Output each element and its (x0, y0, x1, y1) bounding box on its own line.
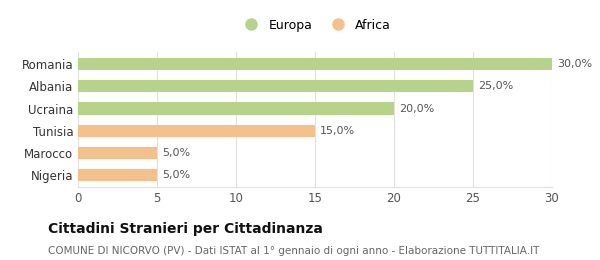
Bar (78, 169, 157, 181)
Text: 25,0%: 25,0% (478, 81, 513, 91)
Bar (78, 147, 157, 159)
Text: 5,0%: 5,0% (162, 148, 190, 158)
Text: 30,0%: 30,0% (557, 59, 592, 69)
Bar (78, 80, 473, 93)
Bar (78, 102, 394, 115)
Legend: Europa, Africa: Europa, Africa (235, 15, 395, 35)
Text: COMUNE DI NICORVO (PV) - Dati ISTAT al 1° gennaio di ogni anno - Elaborazione TU: COMUNE DI NICORVO (PV) - Dati ISTAT al 1… (48, 246, 539, 256)
Text: 20,0%: 20,0% (399, 103, 434, 114)
Bar (78, 125, 315, 137)
Text: Cittadini Stranieri per Cittadinanza: Cittadini Stranieri per Cittadinanza (48, 222, 323, 236)
Text: 15,0%: 15,0% (320, 126, 355, 136)
Bar (78, 58, 552, 70)
Text: 5,0%: 5,0% (162, 170, 190, 180)
